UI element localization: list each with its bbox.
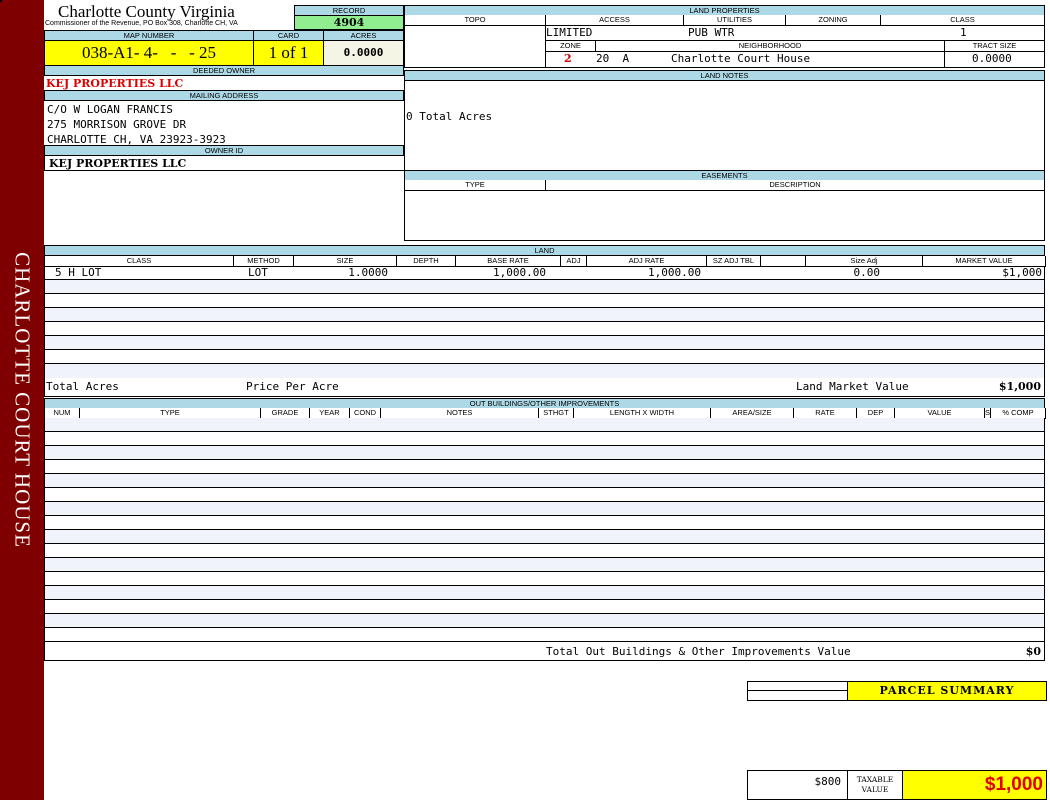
table-row [45, 280, 1044, 294]
land-cell-size: 1.0000 [348, 266, 388, 279]
land-market-value-total: $1,000 [998, 380, 1041, 393]
outbuilding-rows [45, 418, 1044, 642]
table-row [45, 628, 1044, 642]
neighborhood-header: NEIGHBORHOOD [595, 40, 945, 52]
land-notes-label: LAND NOTES [404, 70, 1045, 81]
land-cell-class: 5 H LOT [55, 266, 102, 279]
address-line: CHARLOTTE CH, VA 23923-3923 [47, 133, 226, 146]
mailing-address-label: MAILING ADDRESS [44, 90, 404, 101]
land-label: LAND [44, 245, 1045, 256]
class-value: 1 [960, 26, 967, 39]
table-row [45, 600, 1044, 614]
sidebar-banner: CHARLOTTE COURT HOUSE [0, 0, 44, 800]
access-header: ACCESS [545, 15, 684, 26]
card-value: 1 of 1 [253, 40, 324, 66]
table-row [45, 544, 1044, 558]
address-line: C/O W LOGAN FRANCIS [47, 103, 173, 116]
land-notes-panel [404, 70, 1045, 171]
table-row [45, 294, 1044, 308]
land-column-header: MARKET VALUE [922, 256, 1046, 267]
deeded-owner-label: DEEDED OWNER [44, 65, 404, 76]
zoning-header: ZONING [785, 15, 881, 26]
table-row [45, 432, 1044, 446]
table-row [45, 460, 1044, 474]
land-cell-base-rate: 1,000.00 [493, 266, 546, 279]
price-per-acre-label: Price Per Acre [246, 380, 339, 393]
table-row [45, 572, 1044, 586]
table-row [45, 418, 1044, 432]
land-cell-market-value: $1,000 [1002, 266, 1042, 279]
outbuildings-total: $0 [1025, 645, 1041, 658]
mailing-address: C/O W LOGAN FRANCIS 275 MORRISON GROVE D… [47, 102, 226, 147]
table-row [45, 488, 1044, 502]
access-value: LIMITED [546, 26, 593, 39]
zone-header: ZONE [545, 40, 596, 52]
owner-id-label: OWNER ID [44, 145, 404, 156]
parcel-summary-title: PARCEL SUMMARY [847, 681, 1047, 701]
map-number: 038-A1- 4- - - 25 [44, 40, 254, 66]
deeded-owner: KEJ PROPERTIES LLC [46, 77, 184, 90]
table-row [45, 336, 1044, 350]
taxable-prior-value: $800 [747, 770, 848, 800]
land-cell-size-adj: 0.00 [853, 266, 881, 279]
table-row [45, 474, 1044, 488]
page-title: Charlotte County Virginia [58, 2, 235, 21]
tract-size-header: TRACT SIZE [944, 40, 1045, 52]
table-row [45, 516, 1044, 530]
topo-header: TOPO [404, 15, 546, 26]
easement-description-header: DESCRIPTION [545, 180, 1045, 191]
utilities-header: UTILITIES [683, 15, 786, 26]
table-row [45, 502, 1044, 516]
table-row [45, 558, 1044, 572]
taxable-value-label: TAXABLE VALUE [847, 770, 903, 800]
easement-type-header: TYPE [404, 180, 546, 191]
table-row [45, 350, 1044, 364]
tract-size-value: 0.0000 [972, 52, 1012, 65]
sidebar-text: CHARLOTTE COURT HOUSE [10, 252, 35, 548]
owner-id: KEJ PROPERTIES LLC [49, 157, 187, 170]
land-notes-text: 0 Total Acres [406, 110, 493, 123]
land-cell-adj-rate: 1,000.00 [648, 266, 701, 279]
table-row [45, 586, 1044, 600]
table-row [45, 308, 1044, 322]
taxable-value: $1,000 [902, 770, 1047, 800]
table-row: 5 H LOT LOT 1.0000 1,000.00 1,000.00 0.00 $1,0… [45, 266, 1044, 280]
page-subtitle: Commissioner of the Revenue, PO Box 308,… [45, 20, 238, 27]
land-rows: 5 H LOT LOT 1.0000 1,000.00 1,000.00 0.00 $1,0… [45, 266, 1044, 378]
table-row [45, 322, 1044, 336]
land-cell-method: LOT [248, 266, 268, 279]
table-row [45, 446, 1044, 460]
class-header: CLASS [880, 15, 1045, 26]
table-row [45, 364, 1044, 378]
zone-value: 2 [564, 52, 572, 65]
land-market-value-label: Land Market Value [796, 380, 909, 393]
table-row [45, 530, 1044, 544]
neighborhood-value: Charlotte Court House [671, 52, 811, 65]
utilities-value: PUB WTR [688, 26, 735, 39]
outbuildings-total-label: Total Out Buildings & Other Improvements… [546, 645, 851, 658]
neighborhood-code: 20 A [596, 52, 630, 65]
record-value: 4904 [294, 15, 404, 30]
table-row [45, 614, 1044, 628]
address-line: 275 MORRISON GROVE DR [47, 118, 187, 131]
acres-value: 0.0000 [323, 40, 404, 66]
total-acres-label: Total Acres [46, 380, 119, 393]
